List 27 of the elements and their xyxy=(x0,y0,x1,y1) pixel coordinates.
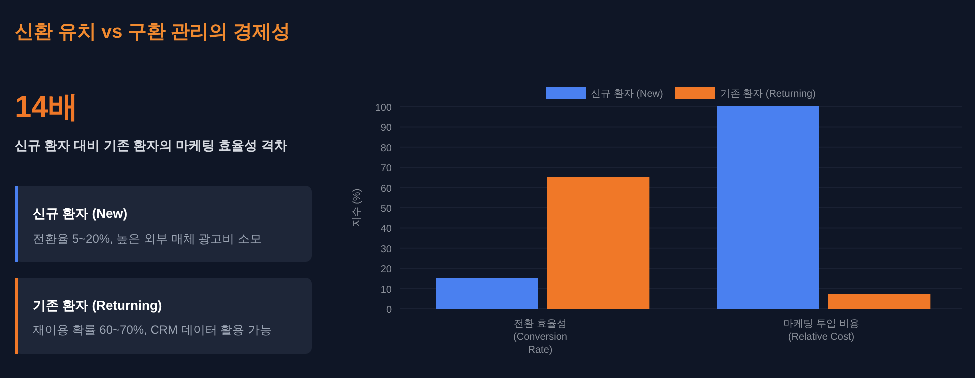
y-tick-label: 40 xyxy=(380,224,392,236)
text: 신환 유치 vs 구환 관리의 경제성 xyxy=(15,22,291,43)
bar xyxy=(436,278,538,310)
y-tick-label: 100 xyxy=(375,103,392,114)
legend-label: 신규 환자 (New) xyxy=(591,89,664,100)
text: 재이용 확률 60~70%, CRM 데이터 활용 가능 xyxy=(33,323,272,337)
y-tick-label: 70 xyxy=(380,164,392,175)
y-tick-label: 20 xyxy=(380,264,392,276)
text: 전환율 5~20%, 높은 외부 매체 광고비 소모 xyxy=(33,232,262,246)
text: 신규 환자 (New) xyxy=(33,206,128,221)
x-tick-label: 마케팅 투입 비용 (Relative Cost) xyxy=(784,319,860,343)
y-tick-label: 10 xyxy=(380,284,392,296)
y-axis-title: 지수 (%) xyxy=(352,188,363,228)
y-tick-label: 80 xyxy=(380,143,392,154)
text: 기존 환자 (Returning) xyxy=(33,298,162,313)
bar xyxy=(548,177,650,310)
y-tick-label: 60 xyxy=(380,184,392,195)
x-tick-label: 전환 효율성 (Conversion Rate) xyxy=(514,319,568,356)
y-tick-label: 30 xyxy=(380,244,392,256)
text: 신규 환자 대비 기존 환자의 마케팅 효율성 격차 xyxy=(15,138,288,153)
y-tick-label: 0 xyxy=(386,305,392,316)
legend-label: 기존 환자 (Returning) xyxy=(720,89,816,100)
bar xyxy=(828,294,931,310)
y-tick-label: 50 xyxy=(380,204,392,215)
text: 14배 xyxy=(15,91,78,124)
bar xyxy=(717,106,820,310)
y-tick-label: 90 xyxy=(380,123,392,134)
